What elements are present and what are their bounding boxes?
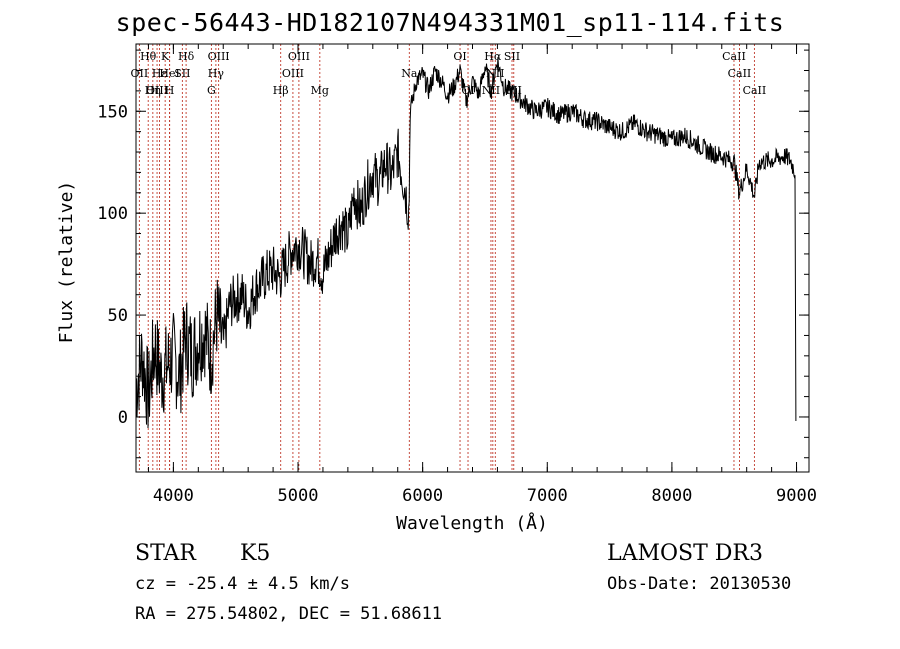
line-label: K xyxy=(161,50,170,63)
line-label: G xyxy=(207,84,216,97)
line-label: OI xyxy=(461,84,474,97)
obs-date: Obs-Date: 20130530 xyxy=(607,574,792,594)
y-tick-label: 0 xyxy=(118,408,128,428)
x-axis-label: Wavelength (Å) xyxy=(396,512,548,534)
x-tick-label: 5000 xyxy=(278,486,319,506)
emission-line-markers xyxy=(138,44,755,472)
line-label: CaII xyxy=(743,84,767,97)
line-label: SII xyxy=(504,50,520,63)
line-label: OIII xyxy=(146,84,168,97)
chart-title: spec-56443-HD182107N494331M01_sp11-114.f… xyxy=(115,8,785,37)
survey-label: LAMOST DR3 xyxy=(607,541,763,566)
line-label: NII xyxy=(486,67,504,80)
line-label: Hδ xyxy=(178,50,195,63)
line-label: Na xyxy=(401,67,418,80)
line-labels: HθOIIOIIIHηHεKHHeISIIHδGHγOIIIHβOIIIOIII… xyxy=(131,50,767,97)
coordinates: RA = 275.54802, DEC = 51.68611 xyxy=(135,604,443,624)
x-tick-label: 9000 xyxy=(776,486,817,506)
y-tick-label: 150 xyxy=(97,102,128,122)
line-label: OIII xyxy=(288,50,310,63)
flux-line xyxy=(135,57,797,429)
y-tick-label: 50 xyxy=(108,306,128,326)
line-label: Hη xyxy=(145,84,161,97)
axis-ticks: 4000 5000 6000 7000 8000 9000 0 50 100 150 xyxy=(97,44,817,506)
line-label: Hβ xyxy=(273,84,289,97)
line-label: Hθ xyxy=(140,50,157,63)
y-tick-label: 100 xyxy=(97,204,128,224)
line-label: CaII xyxy=(728,67,752,80)
line-label: NII xyxy=(482,84,500,97)
line-label: H xyxy=(165,84,175,97)
line-label: Hα xyxy=(484,50,502,63)
x-tick-label: 8000 xyxy=(651,486,692,506)
line-label: OIII xyxy=(208,50,230,63)
object-class: STAR xyxy=(135,541,196,566)
y-axis-label: Flux (relative) xyxy=(56,181,77,344)
line-label: SII xyxy=(174,67,190,80)
line-label: Hε xyxy=(152,67,168,80)
x-tick-label: 7000 xyxy=(527,486,568,506)
line-label: HeI xyxy=(159,67,179,80)
line-label: SII xyxy=(506,84,522,97)
line-label: Mg xyxy=(311,84,329,97)
line-label: CaII xyxy=(722,50,746,63)
line-label: OIII xyxy=(282,67,304,80)
plot-frame xyxy=(135,43,810,473)
line-label: Hγ xyxy=(208,67,225,80)
redshift-text: cz = -25.4 ± 4.5 km/s xyxy=(135,574,350,594)
line-label: OI xyxy=(453,50,466,63)
x-tick-label: 6000 xyxy=(402,486,443,506)
x-tick-label: 4000 xyxy=(153,486,194,506)
flux-series xyxy=(135,57,797,429)
line-label: OII xyxy=(131,67,149,80)
object-subclass: K5 xyxy=(240,541,271,566)
